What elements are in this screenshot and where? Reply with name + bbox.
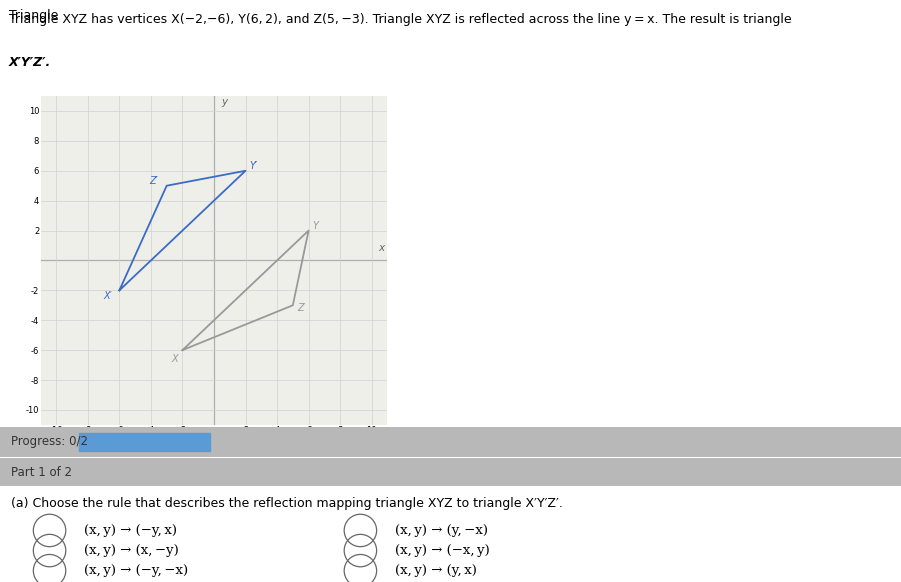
Text: Triangle ​​​XYZ​​​ has vertices X(−2,−6), Y(6, 2), and Z(5, −3). Triangle ​​​XYZ: Triangle ​​​XYZ​​​ has vertices X(−2,−6)… bbox=[9, 13, 792, 26]
Text: y: y bbox=[221, 97, 227, 107]
Text: (x, y) → (y, x): (x, y) → (y, x) bbox=[395, 564, 477, 577]
Text: (x, y) → (−y, −x): (x, y) → (−y, −x) bbox=[84, 564, 188, 577]
Text: Part 1 of 2: Part 1 of 2 bbox=[11, 466, 72, 478]
Text: (x, y) → (x, −y): (x, y) → (x, −y) bbox=[84, 544, 178, 557]
Text: Y′: Y′ bbox=[250, 161, 258, 171]
Text: Z: Z bbox=[297, 303, 304, 313]
Text: X: X bbox=[171, 354, 177, 364]
Text: X′: X′ bbox=[104, 292, 113, 301]
Text: (x, y) → (y, −x): (x, y) → (y, −x) bbox=[395, 524, 487, 537]
Text: X′Y′Z′.: X′Y′Z′. bbox=[9, 56, 51, 69]
Text: Z′: Z′ bbox=[150, 176, 159, 186]
Text: Progress: 0/2: Progress: 0/2 bbox=[11, 435, 87, 448]
Text: (x, y) → (−y, x): (x, y) → (−y, x) bbox=[84, 524, 177, 537]
Text: x: x bbox=[378, 243, 384, 253]
Bar bbox=[79, 432, 210, 451]
Text: (x, y) → (−x, y): (x, y) → (−x, y) bbox=[395, 544, 489, 557]
Text: Y: Y bbox=[312, 221, 318, 231]
Text: (a) Choose the rule that describes the reflection mapping triangle XYZ to triang: (a) Choose the rule that describes the r… bbox=[11, 496, 563, 510]
Text: Triangle: Triangle bbox=[9, 9, 62, 22]
